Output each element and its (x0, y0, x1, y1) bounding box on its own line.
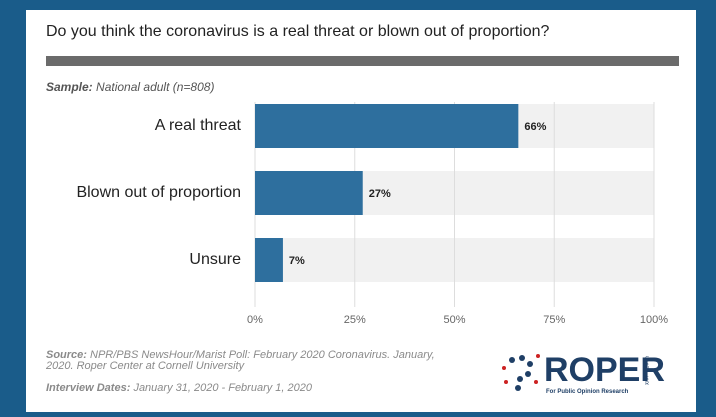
x-tick-label: 0% (247, 314, 263, 326)
x-tick-label: 50% (443, 314, 465, 326)
category-label: A real threat (155, 117, 242, 134)
roper-logo-center: CENTER (645, 356, 649, 387)
source-label: Source: (46, 349, 87, 361)
bar (255, 104, 519, 148)
roper-logo: ROPER CENTER For Public Opinion Research (498, 352, 688, 397)
x-tick-label: 100% (640, 314, 668, 326)
data-label: 66% (524, 121, 546, 133)
interview-dates-note: Interview Dates: January 31, 2020 - Febr… (46, 383, 312, 394)
data-label: 27% (369, 188, 391, 200)
category-label: Unsure (189, 251, 241, 268)
source-note: Source: NPR/PBS NewsHour/Marist Poll: Fe… (46, 350, 435, 372)
bar (255, 238, 283, 282)
dates-text: January 31, 2020 - February 1, 2020 (133, 382, 312, 394)
bar (255, 171, 363, 215)
source-text-line1: NPR/PBS NewsHour/Marist Poll: February 2… (90, 349, 435, 361)
sample-note: Sample: National adult (n=808) (46, 80, 214, 94)
category-label: Blown out of proportion (76, 184, 241, 201)
title-rule (46, 56, 679, 66)
roper-logo-tagline: For Public Opinion Research (546, 389, 629, 395)
chart-question: Do you think the coronavirus is a real t… (46, 23, 550, 40)
x-tick-label: 75% (543, 314, 565, 326)
sample-text: National adult (n=808) (96, 80, 215, 94)
sample-label: Sample: (46, 80, 93, 94)
x-tick-label: 25% (344, 314, 366, 326)
data-label: 7% (289, 255, 305, 267)
dates-label: Interview Dates: (46, 382, 131, 394)
roper-logo-word: ROPER (544, 351, 665, 389)
roper-logo-mark-icon (502, 354, 540, 391)
source-text-line2: 2020. Roper Center at Cornell University (46, 360, 245, 372)
bar-chart: 0% 25% 50% 75% 100% A real threat 66% Blown out… (76, 102, 668, 326)
chart-card: Do you think the coronavirus is a real t… (26, 10, 696, 412)
